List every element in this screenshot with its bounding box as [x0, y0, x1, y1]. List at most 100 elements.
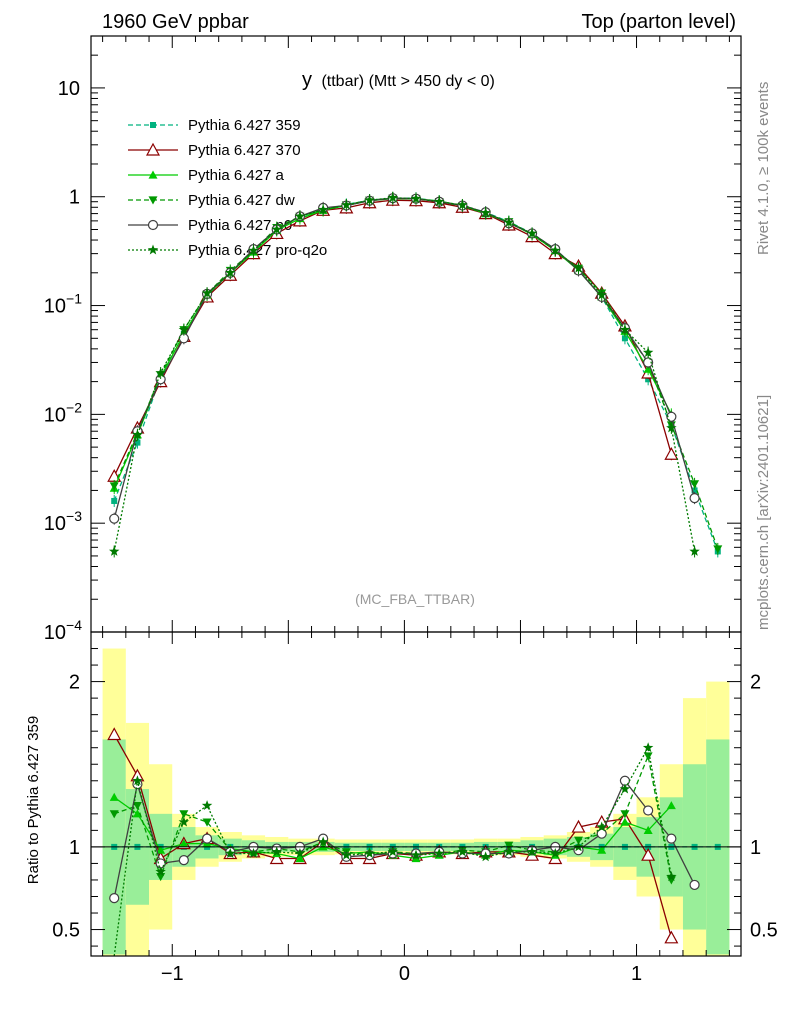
- ratio-y-tick-label-right: 2: [750, 672, 761, 694]
- series-5-main-point: [526, 227, 538, 238]
- series-2-ratio-point: [620, 817, 630, 826]
- series-5-main-line: [113, 197, 696, 552]
- series-3-ratio-point: [202, 818, 212, 827]
- series-5-main-point: [271, 223, 282, 234]
- main-y-tick-label: 1: [69, 187, 80, 209]
- series-5-ratio-point: [596, 821, 607, 832]
- main-y-tick-label: 10: [58, 78, 80, 100]
- series-5-main-point: [108, 545, 120, 556]
- series-4-ratio-point: [666, 833, 677, 844]
- series-5-ratio-point: [132, 775, 143, 786]
- series-5-main-point: [201, 287, 213, 298]
- legend-swatch-marker: [150, 122, 156, 128]
- header-left: 1960 GeV ppbar: [102, 11, 249, 33]
- series-5-ratio-point: [503, 846, 515, 857]
- series-5-main-point: [317, 204, 329, 215]
- series-5-ratio-point: [317, 836, 329, 847]
- ratio-y-tick-label-left: 2: [69, 672, 80, 694]
- series-3-ratio-point: [504, 841, 514, 850]
- series-5-ratio-point: [666, 871, 677, 882]
- series-4-ratio-point: [178, 855, 189, 866]
- series-0-main-point: [621, 335, 628, 342]
- series-5-ratio-point: [573, 841, 584, 852]
- series-5-ratio-point: [433, 848, 445, 858]
- legend-entry: Pythia 6.427 dw: [128, 192, 295, 209]
- series-5-main-point: [155, 367, 166, 378]
- legend-entry: Pythia 6.427 359: [128, 117, 301, 134]
- series-5-ratio-point: [619, 783, 631, 794]
- legend-swatch-marker: [147, 244, 159, 255]
- ratio-y-tick-label-right: 0.5: [750, 920, 778, 942]
- x-tick-label: 1: [631, 963, 642, 985]
- plot-title: y (ttbar) (Mtt > 450 dy < 0): [302, 69, 495, 91]
- series-2-ratio-point: [132, 809, 142, 818]
- legend: Pythia 6.427 359 Pythia 6.427 370 Pythia 6…: [128, 117, 327, 259]
- analysis-watermark: (MC_FBA_TTBAR): [355, 591, 475, 607]
- series-5-main-point: [480, 207, 491, 218]
- legend-swatch-marker: [148, 170, 158, 179]
- series-5-main-point: [433, 196, 445, 207]
- series-5-main-point: [410, 193, 422, 204]
- main-y-tick-label: 10−2: [44, 399, 82, 426]
- series-5-main-point: [457, 199, 468, 210]
- series-2-ratio-point: [666, 801, 676, 810]
- series-5-main-point: [178, 324, 190, 335]
- series-2-ratio-point: [597, 845, 607, 854]
- series-5-ratio-point: [387, 846, 399, 857]
- legend-label: Pythia 6.427 p0: [188, 217, 292, 234]
- x-tick-label: 0: [399, 963, 410, 985]
- legend-swatch-marker: [147, 219, 159, 231]
- series-3-ratio-point: [574, 836, 583, 845]
- series-5-ratio-point: [178, 816, 190, 827]
- ratio-uncertainty-bands: [102, 648, 730, 956]
- series-3-ratio-point: [620, 810, 630, 819]
- series-2-ratio-point: [109, 792, 119, 801]
- series-5-ratio-point: [526, 846, 538, 857]
- series-4-ratio-point: [201, 833, 213, 844]
- mcplots-label: mcplots.cern.ch [arXiv:2401.10621]: [755, 395, 772, 630]
- series-5-ratio-point: [457, 846, 468, 857]
- series-1-ratio-point: [571, 819, 586, 833]
- rivet-label: Rivet 4.1.0, ≥ 100k events: [755, 82, 772, 255]
- legend-entry: Pythia 6.427 370: [128, 142, 301, 159]
- ratio-frame: [90, 631, 742, 957]
- series-5-main-point: [294, 210, 306, 221]
- series-4-ratio-point: [643, 805, 654, 816]
- series-5-ratio-point: [364, 848, 375, 858]
- series-1-main-point: [664, 446, 679, 460]
- series-0-main-point: [134, 439, 141, 446]
- series-2-ratio-point: [295, 853, 305, 863]
- series-5-ratio-point: [410, 849, 422, 860]
- series-2-ratio-point: [643, 825, 653, 834]
- series-5-main-point: [503, 216, 515, 227]
- legend-swatch-marker: [148, 196, 158, 205]
- axes-layer: −1 0 1 10 1 10−1 10−2 10−3 10−4 2 2 1 1 0.5 0.5: [44, 35, 778, 985]
- main-series-layer: [107, 191, 723, 558]
- series-3-main-point: [713, 545, 723, 554]
- series-5-main-point: [596, 289, 607, 300]
- legend-label: Pythia 6.427 a: [188, 167, 285, 184]
- series-5-main-point: [341, 199, 352, 210]
- series-5-ratio-point: [550, 848, 561, 858]
- series-5-ratio-point: [642, 742, 654, 753]
- main-y-tick-label: 10−4: [44, 617, 82, 644]
- series-5-main-point: [132, 429, 143, 440]
- header-right: Top (parton level): [581, 11, 736, 33]
- series-5-main-point: [364, 194, 375, 205]
- series-5-ratio-point: [294, 848, 306, 858]
- series-5-ratio-point: [271, 846, 282, 857]
- series-2-main-point: [643, 364, 653, 373]
- plot-title-main: y: [302, 69, 312, 91]
- series-5-main-point: [619, 324, 631, 335]
- series-0-main-point: [691, 487, 698, 494]
- legend-entry: Pythia 6.427 p0: [128, 217, 292, 234]
- series-4-ratio-point: [689, 879, 700, 891]
- series-5-main-point: [666, 422, 677, 433]
- legend-swatch-marker: [145, 142, 161, 156]
- series-3-ratio-point: [132, 801, 142, 811]
- series-2-ratio-point: [179, 839, 189, 848]
- series-5-ratio-point: [480, 851, 491, 862]
- series-3-main-point: [109, 482, 119, 491]
- legend-entry: Pythia 6.427 pro-q2o: [128, 242, 327, 259]
- series-0-main-point: [645, 376, 652, 383]
